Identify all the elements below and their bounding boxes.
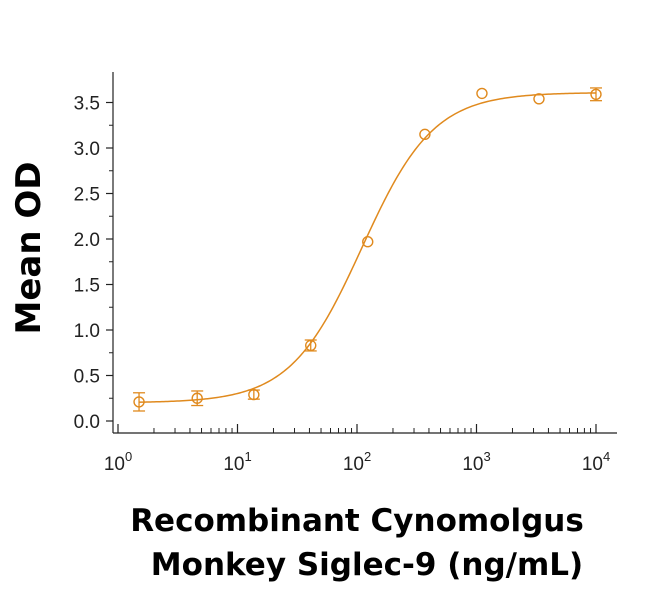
y-axis-label: Mean OD [9, 161, 49, 334]
y-tick-label: 1.5 [74, 276, 100, 297]
data-point [590, 88, 602, 101]
y-tick-label: 3.0 [74, 139, 100, 160]
data-point [133, 396, 145, 408]
y-tick-label: 2.5 [74, 185, 100, 206]
x-tick-label: 101 [223, 449, 251, 475]
x-tick-label: 103 [462, 449, 490, 475]
y-ticks: 0.0 0.5 1.0 1.5 2.0 2.5 3.0 3.5 [74, 94, 113, 433]
data-point [305, 339, 317, 352]
x-ticks: 100 101 102 103 104 [104, 424, 610, 475]
data-point [419, 128, 431, 141]
axes [112, 72, 617, 434]
x-tick-label: 102 [343, 449, 371, 475]
data-points-layer [133, 87, 602, 412]
y-tick-label: 0.5 [74, 367, 100, 388]
x-axis-label-line-1: Recombinant Cynomolgus [130, 503, 584, 539]
y-tick-label: 0.0 [74, 412, 100, 433]
y-tick-label: 3.5 [74, 94, 100, 115]
data-point [533, 93, 545, 105]
x-axis-label-line-2: Monkey Siglec-9 (ng/mL) [151, 547, 583, 583]
data-point [191, 392, 203, 404]
data-point [248, 388, 260, 401]
y-tick-label: 1.0 [74, 321, 100, 342]
fit-curve-layer [139, 92, 597, 403]
data-point [476, 87, 488, 100]
y-tick-label: 2.0 [74, 230, 100, 251]
fit-curve [139, 92, 597, 403]
x-tick-label: 100 [104, 449, 132, 475]
data-point [362, 236, 374, 248]
x-tick-label: 104 [582, 449, 610, 475]
